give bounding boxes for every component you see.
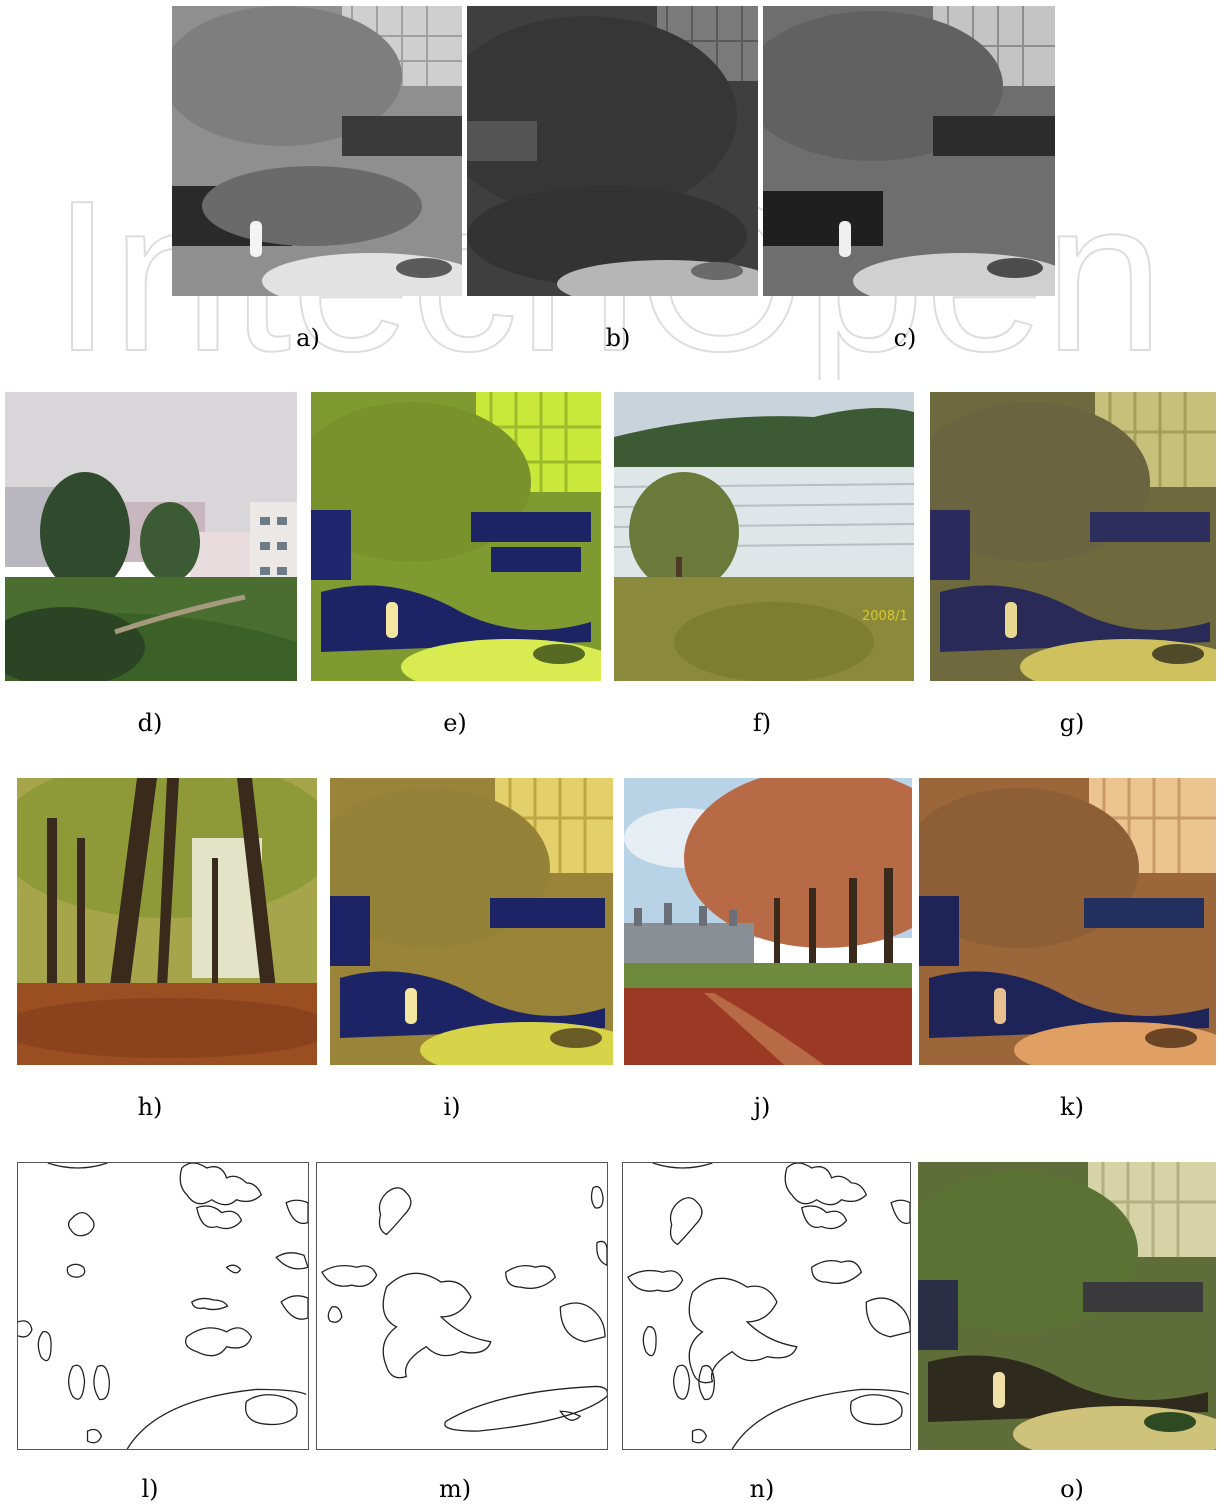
caption-h: h) bbox=[137, 1093, 163, 1121]
caption-a: a) bbox=[296, 324, 320, 352]
panel-h-image bbox=[17, 778, 317, 1065]
panel-i-image bbox=[330, 778, 613, 1065]
caption-k: k) bbox=[1060, 1093, 1084, 1121]
caption-e: e) bbox=[443, 709, 467, 737]
panel-l-image bbox=[17, 1162, 309, 1450]
panel-f-image: 2008/1 bbox=[614, 392, 914, 681]
panel-d-image bbox=[5, 392, 297, 681]
caption-c: c) bbox=[893, 324, 917, 352]
panel-k-image bbox=[919, 778, 1216, 1065]
panel-n-image bbox=[622, 1162, 911, 1450]
caption-b: b) bbox=[605, 324, 631, 352]
panel-j-image bbox=[624, 778, 912, 1065]
caption-j: j) bbox=[753, 1093, 771, 1121]
caption-g: g) bbox=[1059, 709, 1085, 737]
caption-o: o) bbox=[1060, 1475, 1084, 1503]
panel-g-image bbox=[930, 392, 1216, 681]
caption-i: i) bbox=[443, 1093, 461, 1121]
caption-m: m) bbox=[438, 1475, 472, 1503]
date-stamp: 2008/1 bbox=[862, 609, 908, 624]
panel-b-image bbox=[467, 6, 758, 296]
panel-c-image bbox=[763, 6, 1055, 296]
panel-e-image bbox=[311, 392, 601, 681]
caption-l: l) bbox=[141, 1475, 159, 1503]
panel-a-image bbox=[172, 6, 462, 296]
caption-d: d) bbox=[137, 709, 163, 737]
caption-f: f) bbox=[752, 709, 772, 737]
caption-n: n) bbox=[749, 1475, 775, 1503]
panel-o-image bbox=[918, 1162, 1216, 1450]
panel-m-image bbox=[316, 1162, 608, 1450]
